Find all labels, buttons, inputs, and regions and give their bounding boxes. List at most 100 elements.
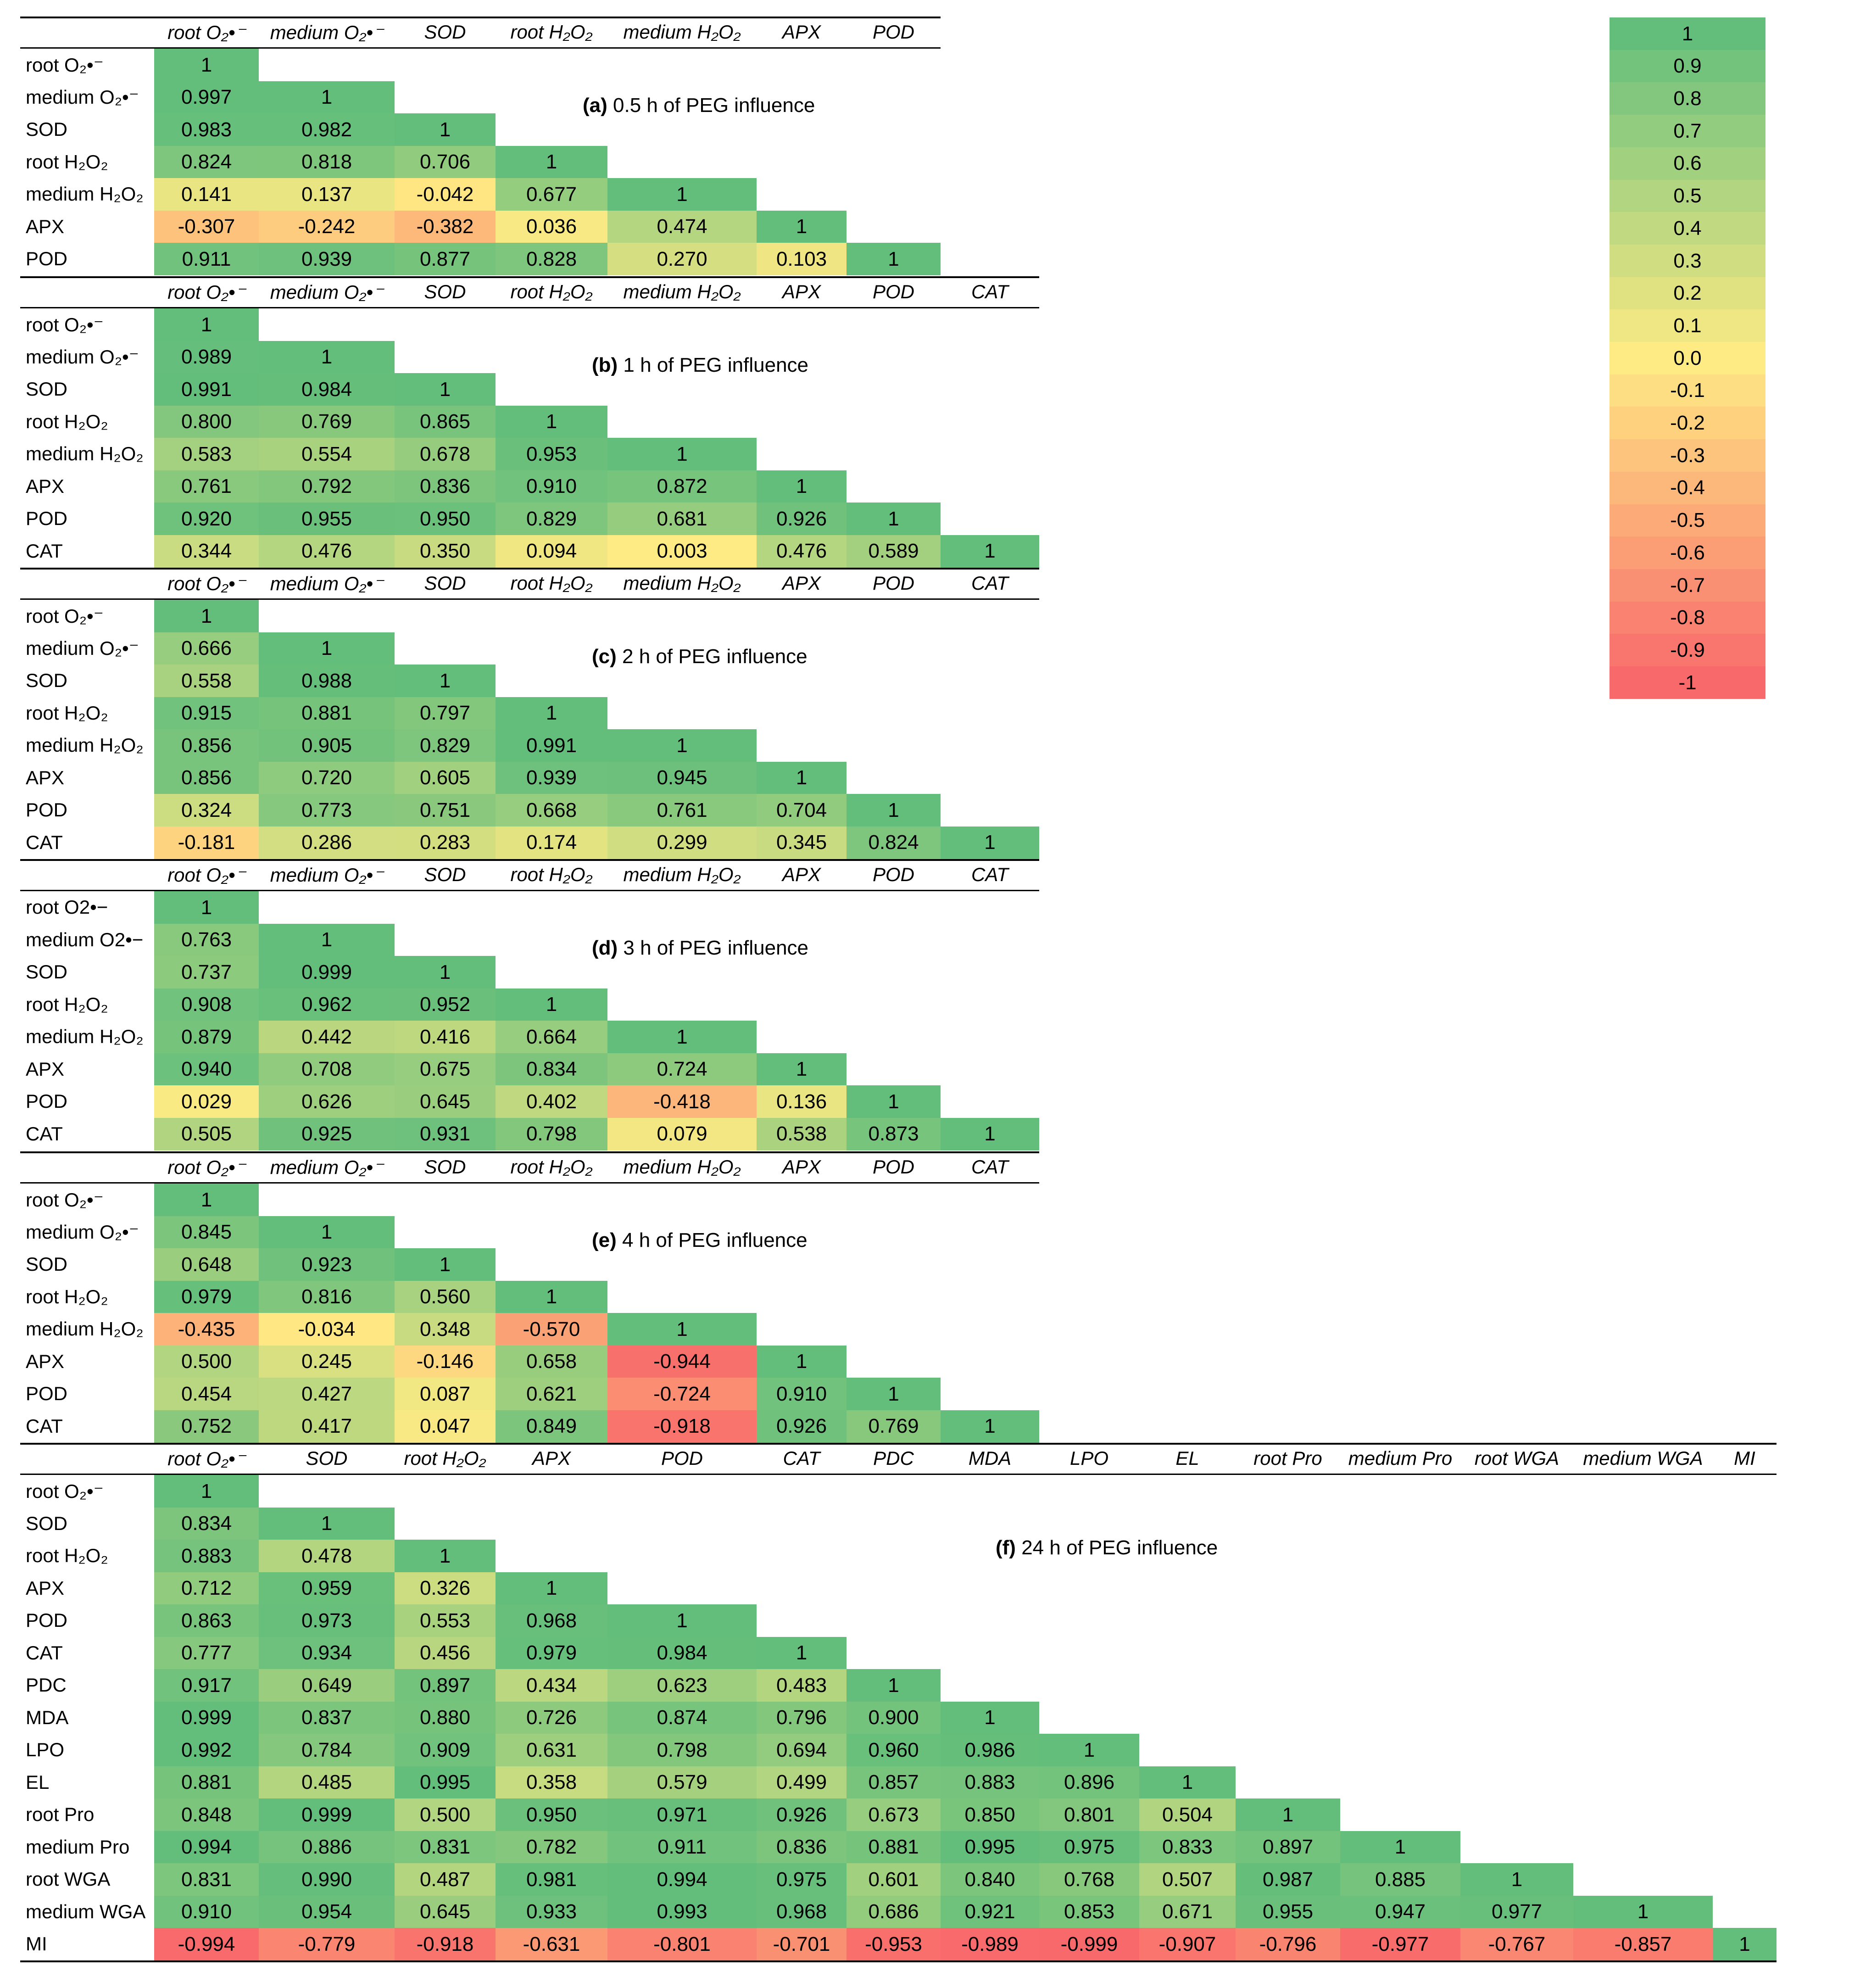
correlation-cell: 0.910 (757, 1378, 847, 1411)
correlation-cell: 0.500 (154, 1345, 259, 1378)
legend-swatch: 0.6 (1610, 147, 1765, 180)
correlation-cell: -0.242 (259, 210, 395, 243)
correlation-cell: 0.999 (154, 1701, 259, 1734)
correlation-cell: 0.784 (259, 1734, 395, 1767)
column-header-label: CAT (971, 281, 1008, 302)
correlation-cell: 0.553 (395, 1604, 496, 1637)
column-header-label: root O₂•⁻ (167, 572, 245, 594)
correlation-cell: 0.003 (607, 535, 757, 568)
correlation-cell: 0.504 (1139, 1798, 1236, 1832)
column-header-label: root H₂O₂ (404, 1447, 486, 1469)
correlation-cell: 0.987 (1236, 1863, 1340, 1896)
correlation-cell: 0.975 (1039, 1831, 1139, 1864)
correlation-cell: 0.989 (154, 341, 259, 374)
correlation-cell: 0.983 (154, 113, 259, 146)
correlation-cell: 0.865 (395, 405, 496, 438)
correlation-cell: 0.945 (607, 761, 757, 794)
column-header-label: POD (661, 1447, 703, 1469)
correlation-cell: 0.726 (496, 1701, 607, 1734)
correlation-cell: -0.435 (154, 1313, 259, 1346)
correlation-cell: 0.960 (847, 1734, 941, 1767)
correlation-cell: 0.911 (607, 1831, 757, 1864)
correlation-cell: 0.283 (395, 826, 496, 859)
correlation-cell: 0.763 (154, 923, 259, 956)
correlation-cell: 0.666 (154, 632, 259, 665)
correlation-cell: 0.801 (1039, 1798, 1139, 1832)
column-header-label: medium H₂O₂ (623, 864, 741, 885)
column-header-label: root O₂•⁻ (167, 281, 245, 303)
correlation-cell: 0.971 (607, 1798, 757, 1832)
correlation-cell: 1 (154, 1184, 259, 1217)
row-header-label: root WGA (26, 1868, 111, 1890)
correlation-cell: 0.911 (154, 243, 259, 276)
correlation-cell: 0.036 (496, 210, 607, 243)
row-header-label: medium WGA (26, 1900, 146, 1922)
correlation-cell: -0.953 (847, 1928, 941, 1961)
correlation-cell: 0.950 (496, 1798, 607, 1832)
panel-top-rule (20, 1151, 1039, 1153)
correlation-cell: 1 (847, 243, 941, 276)
correlation-cell: 0.973 (259, 1604, 395, 1637)
column-header-label: APX (782, 864, 821, 885)
correlation-cell: 0.995 (941, 1831, 1039, 1864)
correlation-cell: -0.382 (395, 210, 496, 243)
correlation-cell: 0.752 (154, 1410, 259, 1443)
correlation-cell: 0.507 (1139, 1863, 1236, 1896)
correlation-cell: 0.706 (395, 145, 496, 179)
correlation-cell: 1 (607, 178, 757, 211)
correlation-cell: 0.984 (259, 373, 395, 406)
column-header-label: POD (872, 572, 914, 594)
column-header-label: POD (872, 21, 914, 43)
correlation-cell: 1 (1139, 1766, 1236, 1799)
correlation-cell: 0.483 (757, 1669, 847, 1702)
row-header-label: medium O₂•⁻ (26, 86, 139, 108)
correlation-cell: -0.801 (607, 1928, 757, 1961)
correlation-cell: 0.984 (607, 1636, 757, 1670)
correlation-cell: 0.677 (496, 178, 607, 211)
correlation-cell: 0.926 (757, 1410, 847, 1443)
correlation-cell: 1 (395, 956, 496, 989)
row-header-label: APX (26, 1058, 65, 1080)
correlation-cell: 1 (1236, 1798, 1340, 1832)
correlation-cell: 0.824 (847, 826, 941, 859)
correlation-cell: 1 (1340, 1831, 1460, 1864)
correlation-cell: 0.141 (154, 178, 259, 211)
correlation-cell: 0.751 (395, 794, 496, 827)
column-header-label: LPO (1069, 1447, 1109, 1469)
row-header-label: medium H₂O₂ (26, 443, 144, 465)
correlation-cell: 0.990 (259, 1863, 395, 1896)
header-underline (20, 307, 1039, 308)
correlation-cell: 1 (154, 891, 259, 924)
column-header-label: root H₂O₂ (510, 21, 593, 43)
correlation-cell: 0.579 (607, 1766, 757, 1799)
row-header-label: POD (26, 1090, 68, 1112)
panel-title-text: 1 h of PEG influence (623, 353, 809, 376)
row-header-label: medium O2•− (26, 928, 144, 950)
correlation-cell: 0.880 (395, 1701, 496, 1734)
correlation-cell: 0.605 (395, 761, 496, 794)
correlation-cell: 1 (757, 761, 847, 794)
correlation-cell: 0.103 (757, 243, 847, 276)
column-header-label: CAT (971, 1156, 1008, 1178)
row-header-label: root H₂O₂ (26, 151, 108, 173)
correlation-cell: 0.505 (154, 1117, 259, 1150)
correlation-cell: 0.897 (395, 1669, 496, 1702)
column-header-label: SOD (424, 1156, 466, 1178)
correlation-cell: 0.798 (496, 1117, 607, 1150)
correlation-cell: 0.816 (259, 1280, 395, 1313)
legend-swatch: 0.3 (1610, 244, 1765, 278)
correlation-cell: 0.649 (259, 1669, 395, 1702)
correlation-cell: 1 (941, 1701, 1039, 1734)
correlation-cell: 1 (941, 535, 1039, 568)
correlation-cell: 0.454 (154, 1378, 259, 1411)
column-header-label: root WGA (1474, 1447, 1559, 1469)
correlation-cell: 0.792 (259, 470, 395, 503)
correlation-cell: 0.476 (259, 535, 395, 568)
column-header-label: EL (1175, 1447, 1199, 1469)
correlation-cell: 0.476 (757, 535, 847, 568)
correlation-cell: 0.631 (496, 1734, 607, 1767)
correlation-cell: 0.137 (259, 178, 395, 211)
correlation-cell: 0.863 (154, 1604, 259, 1637)
correlation-cell: 0.981 (496, 1863, 607, 1896)
correlation-cell: 0.962 (259, 988, 395, 1021)
